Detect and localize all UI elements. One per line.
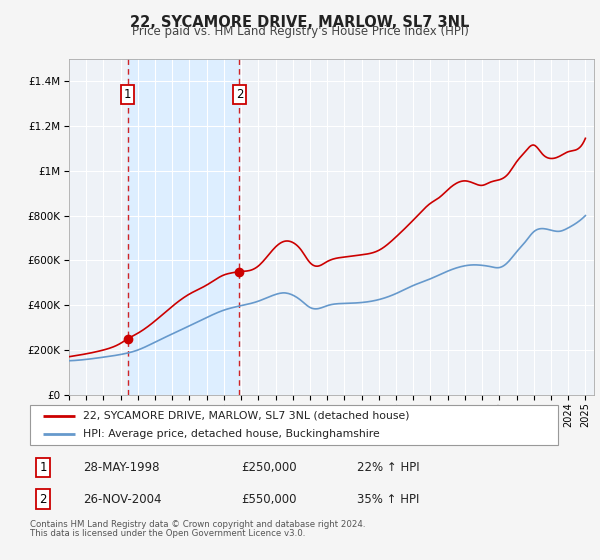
- Text: £550,000: £550,000: [241, 493, 297, 506]
- Text: 22, SYCAMORE DRIVE, MARLOW, SL7 3NL (detached house): 22, SYCAMORE DRIVE, MARLOW, SL7 3NL (det…: [83, 411, 409, 421]
- Text: HPI: Average price, detached house, Buckinghamshire: HPI: Average price, detached house, Buck…: [83, 430, 380, 439]
- FancyBboxPatch shape: [30, 405, 558, 445]
- Bar: [128, 59, 239, 395]
- Text: 35% ↑ HPI: 35% ↑ HPI: [358, 493, 420, 506]
- Text: 22, SYCAMORE DRIVE, MARLOW, SL7 3NL: 22, SYCAMORE DRIVE, MARLOW, SL7 3NL: [130, 15, 470, 30]
- Text: 2: 2: [40, 493, 47, 506]
- Text: 26-NOV-2004: 26-NOV-2004: [83, 493, 161, 506]
- Text: Price paid vs. HM Land Registry's House Price Index (HPI): Price paid vs. HM Land Registry's House …: [131, 25, 469, 38]
- Text: 1: 1: [40, 461, 47, 474]
- Text: 22% ↑ HPI: 22% ↑ HPI: [358, 461, 420, 474]
- Text: This data is licensed under the Open Government Licence v3.0.: This data is licensed under the Open Gov…: [30, 529, 305, 538]
- Text: 2: 2: [236, 88, 243, 101]
- Text: Contains HM Land Registry data © Crown copyright and database right 2024.: Contains HM Land Registry data © Crown c…: [30, 520, 365, 529]
- Text: 28-MAY-1998: 28-MAY-1998: [83, 461, 160, 474]
- Text: £250,000: £250,000: [241, 461, 297, 474]
- Text: 1: 1: [124, 88, 131, 101]
